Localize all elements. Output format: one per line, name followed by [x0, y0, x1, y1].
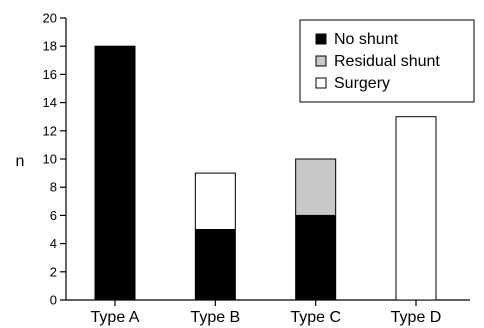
y-tick-label: 8 [50, 180, 57, 195]
bar-residual-shunt [295, 158, 337, 216]
y-tick-label: 12 [43, 123, 57, 138]
y-tick-label: 16 [43, 67, 57, 82]
legend: No shunt Residual shunt Surgery [299, 19, 475, 103]
x-tick-label: Type D [391, 309, 442, 326]
x-tick-label: Type C [290, 309, 341, 326]
y-tick-label: 20 [43, 11, 57, 26]
legend-label: Residual shunt [334, 53, 440, 70]
legend-swatch [315, 55, 327, 67]
bar-surgery [395, 116, 437, 301]
x-tick-label: Type B [190, 309, 240, 326]
y-tick-label: 2 [50, 264, 57, 279]
legend-label: No shunt [334, 31, 399, 48]
y-axis-label: n [16, 153, 25, 170]
y-tick-label: 0 [50, 293, 57, 308]
y-tick-label: 6 [50, 208, 57, 223]
bar-surgery [194, 172, 236, 231]
bar-no-shunt [94, 45, 136, 301]
legend-swatch [315, 33, 327, 45]
bars [94, 45, 437, 301]
y-tick-label: 14 [43, 95, 57, 110]
legend-box [299, 19, 475, 103]
legend-swatch [315, 77, 327, 89]
x-tick-label: Type A [91, 309, 140, 326]
y-tick-label: 10 [43, 152, 57, 167]
axes: 0 2 4 6 8 10 12 14 16 18 20 Type A Type B Type C Type … [43, 11, 470, 326]
y-tick-label: 4 [50, 236, 57, 251]
bar-no-shunt [194, 229, 236, 301]
bar-no-shunt [295, 214, 337, 301]
legend-label: Surgery [334, 75, 390, 92]
y-tick-label: 18 [43, 39, 57, 54]
